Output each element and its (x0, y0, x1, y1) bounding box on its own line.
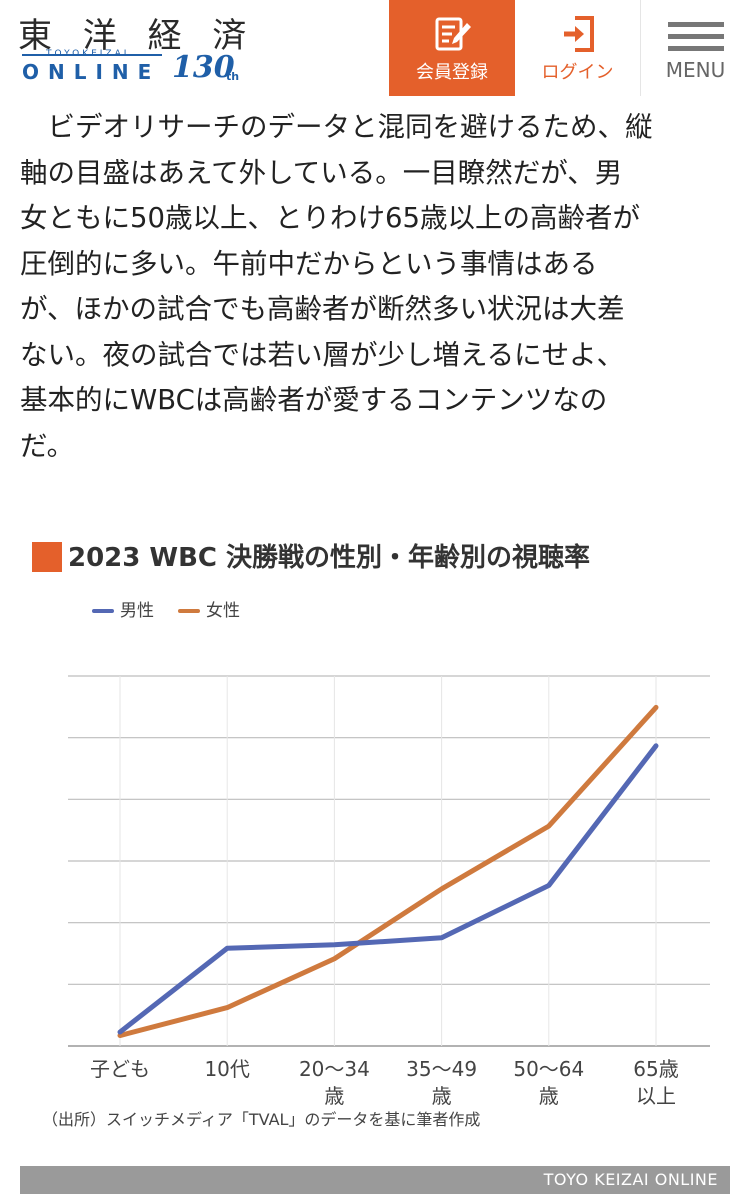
hamburger-icon (668, 22, 724, 58)
login-label: ログイン (541, 62, 614, 83)
register-button[interactable]: 会員登録 (389, 0, 515, 96)
x-tick-label-line: 20〜34 (298, 1057, 370, 1081)
login-icon (564, 16, 594, 52)
legend-item-female: 女性 (178, 596, 240, 621)
logo-online: ONLINE (22, 60, 161, 84)
logo-anniversary: 130 (172, 50, 235, 85)
logo-title: 東 洋 経 済 (18, 16, 257, 56)
title-marker (32, 542, 62, 572)
legend-label-male: 男性 (120, 601, 154, 621)
x-tick-label-line: 65歳 (633, 1057, 679, 1081)
login-button[interactable]: ログイン (515, 0, 641, 96)
article-line: ビデオリサーチのデータと混同を避けるため、縦 (20, 111, 653, 143)
menu-label: MENU (665, 58, 726, 82)
site-logo[interactable]: 東 洋 経 済 TOYOKEIZAI ONLINE 130 th (18, 8, 248, 88)
x-tick-label-line: 50〜64 (513, 1057, 585, 1081)
article-line: ない。夜の試合では若い層が少し増えるにせよ、 (20, 338, 625, 371)
chart-title: 2023 WBC 決勝戦の性別・年齢別の視聴率 (68, 543, 591, 573)
x-tick-label-line: 歳 (431, 1084, 452, 1108)
chart-plot-area (68, 675, 710, 1047)
series-line-female (117, 704, 659, 1039)
register-label: 会員登録 (416, 62, 488, 83)
x-tick-label: 65歳以上 (611, 1056, 701, 1110)
x-tick-label-line: 歳 (324, 1084, 345, 1108)
legend-item-male: 男性 (92, 596, 154, 621)
x-tick-label: 20〜34 歳 (289, 1056, 379, 1110)
x-tick-label: 50〜64 歳 (504, 1056, 594, 1110)
x-tick-label-line: 以上 (636, 1084, 676, 1108)
x-tick-label-line: 歳 (538, 1084, 559, 1108)
series-line-male (117, 743, 659, 1035)
logo-anniversary-suffix: th (226, 70, 240, 83)
legend-swatch-male (92, 609, 114, 613)
article-line: だ。 (20, 429, 75, 462)
x-tick-label-line: 35〜49 (406, 1057, 478, 1081)
menu-button[interactable]: MENU (641, 0, 750, 96)
logo-subtitle: TOYOKEIZAI (46, 49, 130, 59)
viewership-chart: 2023 WBC 決勝戦の性別・年齢別の視聴率 男性 女性 子ども 10代 20〜3… (20, 516, 730, 1156)
article-line: が、ほかの試合でも高齢者が断然多い状況は大差 (20, 293, 625, 325)
legend-label-female: 女性 (206, 601, 240, 621)
x-tick-label-line: 10代 (204, 1057, 250, 1081)
article-body: ビデオリサーチのデータと混同を避けるため、縦 軸の目盛はあえて外している。一目瞭… (20, 105, 732, 469)
x-tick-label: 子ども (75, 1056, 165, 1083)
legend-swatch-female (178, 609, 200, 613)
footer-credit-bar: TOYO KEIZAI ONLINE (20, 1166, 730, 1194)
x-tick-label: 10代 (182, 1056, 272, 1083)
chart-source: （出所）スイッチメディア「TVAL」のデータを基に筆者作成 (42, 1110, 481, 1129)
article-line: 圧倒的に多い。午前中だからという事情はある (20, 247, 598, 280)
article-line: 軸の目盛はあえて外している。一目瞭然だが、男 (20, 156, 623, 189)
site-header: 東 洋 経 済 TOYOKEIZAI ONLINE 130 th 会員登録 ログ… (0, 0, 750, 96)
x-tick-label-line: 子ども (90, 1057, 150, 1081)
x-tick-label: 35〜49 歳 (397, 1056, 487, 1110)
edit-note-icon (435, 17, 471, 51)
logo-rule (22, 54, 162, 56)
article-line: 基本的にWBCは高齢者が愛するコンテンツなの (20, 384, 608, 416)
footer-credit: TOYO KEIZAI ONLINE (543, 1170, 718, 1189)
article-line: 女ともに50歳以上、とりわけ65歳以上の高齢者が (20, 202, 640, 234)
